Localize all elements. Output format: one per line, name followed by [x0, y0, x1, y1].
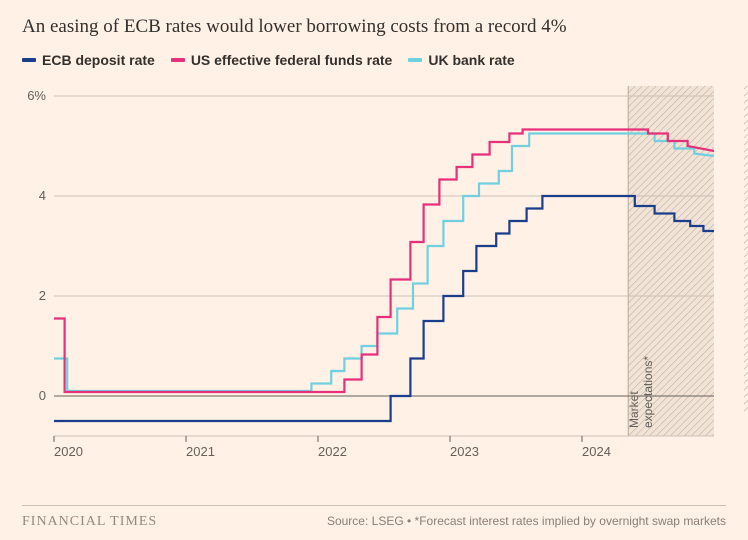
legend-item-us: US effective federal funds rate — [171, 52, 393, 68]
y-tick-label: 2 — [39, 288, 46, 303]
x-tick-label: 2024 — [582, 444, 611, 459]
expectations-label: expectations* — [641, 356, 655, 428]
legend-swatch-uk — [408, 58, 422, 62]
footer: FINANCIAL TIMES Source: LSEG • *Forecast… — [22, 505, 726, 530]
legend-item-ecb: ECB deposit rate — [22, 52, 155, 68]
legend-item-uk: UK bank rate — [408, 52, 514, 68]
legend-label-us: US effective federal funds rate — [191, 52, 393, 68]
legend-label-uk: UK bank rate — [428, 52, 514, 68]
y-tick-label: 0 — [39, 388, 46, 403]
y-tick-label: 4 — [39, 188, 46, 203]
x-tick-label: 2023 — [450, 444, 479, 459]
x-tick-label: 2021 — [186, 444, 215, 459]
chart-area: 0 2 4 6% 2020 2021 2022 2023 2024 Marketexpectati… — [22, 76, 726, 476]
source-text: Source: LSEG • *Forecast interest rates … — [327, 514, 726, 528]
chart-svg: 0 2 4 6% 2020 2021 2022 2023 2024 Marketexpectati… — [22, 76, 726, 476]
legend: ECB deposit rate US effective federal fu… — [22, 52, 726, 68]
legend-swatch-us — [171, 58, 185, 62]
x-tick-label: 2022 — [318, 444, 347, 459]
brand-text: FINANCIAL TIMES — [22, 514, 157, 530]
expectations-label: Market — [627, 391, 641, 428]
chart-title: An easing of ECB rates would lower borro… — [22, 16, 726, 38]
y-tick-label: 6% — [27, 88, 46, 103]
legend-swatch-ecb — [22, 58, 36, 62]
x-tick-label: 2020 — [54, 444, 83, 459]
legend-label-ecb: ECB deposit rate — [42, 52, 155, 68]
figure-root: An easing of ECB rates would lower borro… — [0, 0, 748, 540]
